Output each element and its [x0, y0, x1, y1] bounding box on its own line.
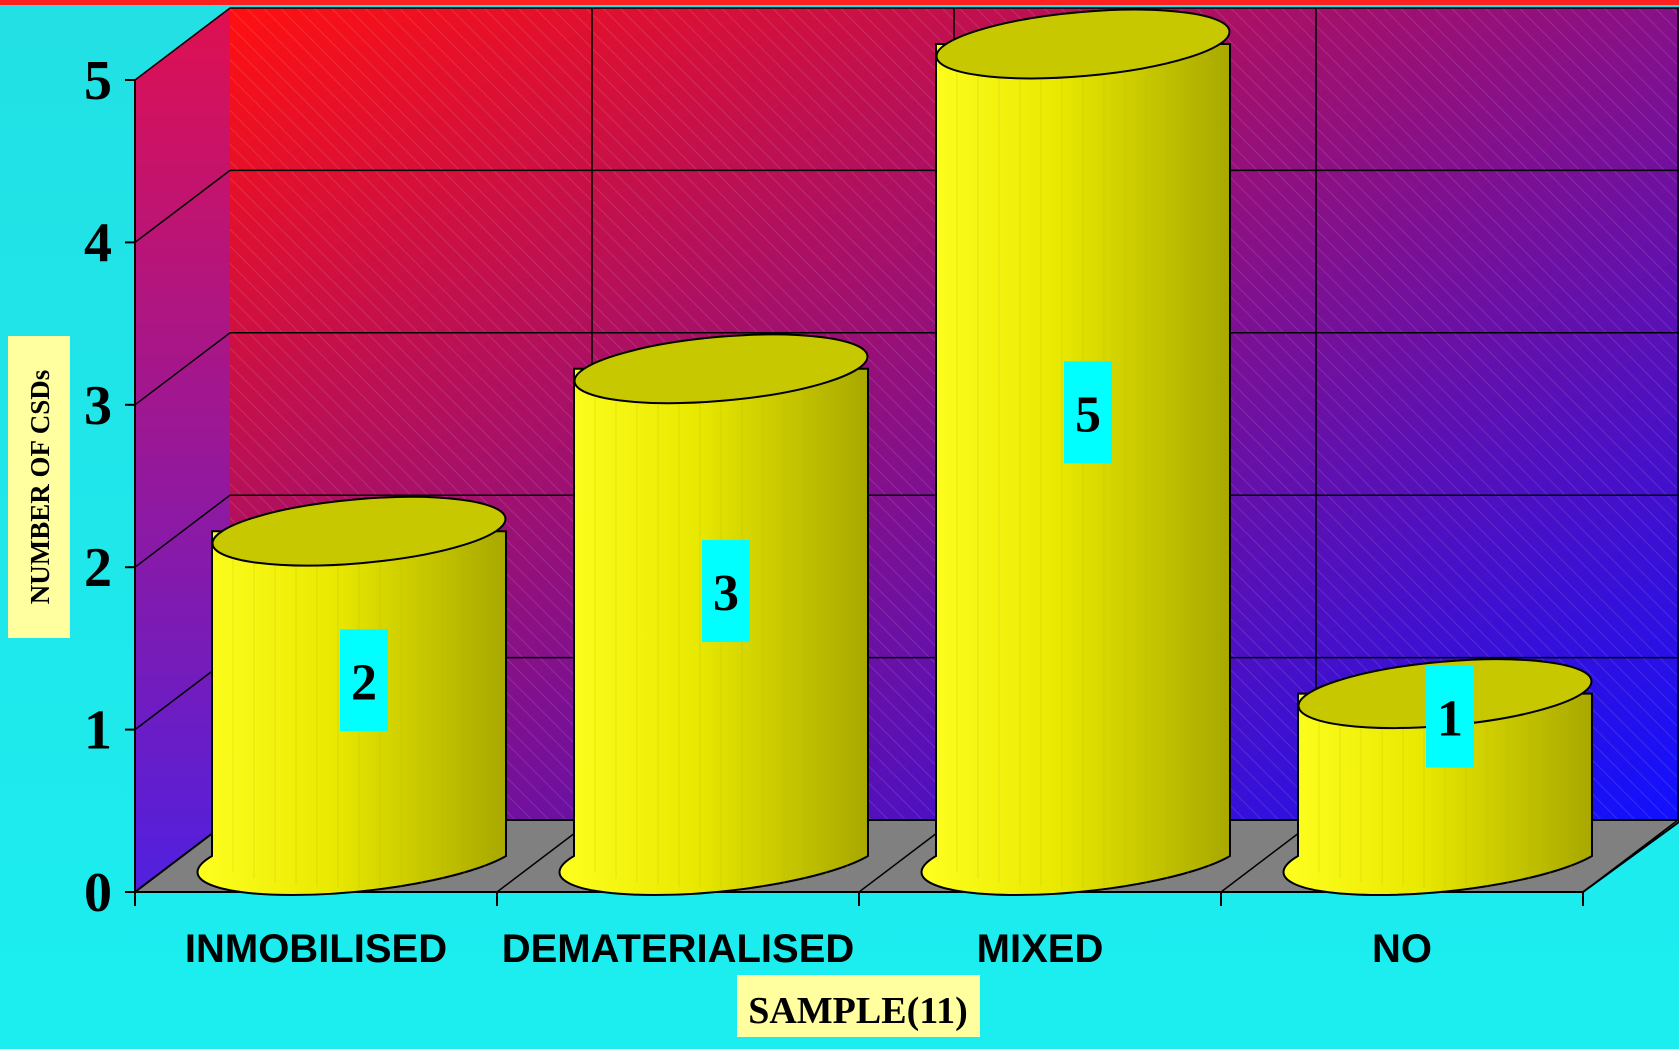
bars: 2 3 5 1	[196, 8, 1593, 897]
bar-cylinder: 1	[1282, 658, 1593, 897]
x-category-labels: INMOBILISED DEMATERIALISED MIXED NO	[185, 927, 1432, 971]
data-label-bg	[1426, 665, 1474, 768]
bar-body	[920, 43, 1231, 897]
y-axis-title-bg	[8, 336, 70, 638]
x-category-label: MIXED	[977, 927, 1104, 971]
data-label-bg	[340, 629, 388, 732]
gridline-side	[134, 494, 231, 568]
x-axis-title: SAMPLE(11)	[748, 990, 968, 1032]
bar-body	[1282, 692, 1593, 897]
data-label: 3	[713, 565, 739, 622]
y-tick-label: 5	[84, 50, 112, 112]
y-tick-label: 1	[84, 700, 112, 762]
bar-top	[211, 495, 507, 567]
gridline-side	[134, 332, 231, 406]
y-tick-label: 2	[84, 537, 112, 599]
data-label: 5	[1075, 386, 1101, 443]
data-label: 2	[351, 654, 377, 711]
y-tick-label: 4	[84, 212, 112, 274]
bar-cylinder: 2	[196, 495, 507, 897]
data-label-bg	[702, 540, 750, 643]
y-tick-labels: 0 1 2 3 4 5	[84, 50, 112, 924]
y-tick-label: 3	[84, 375, 112, 437]
top-rule	[0, 0, 1679, 5]
x-category-label: DEMATERIALISED	[502, 927, 855, 971]
x-category-label: NO	[1372, 927, 1432, 971]
data-label-bg	[1064, 361, 1112, 464]
floor-divider	[1582, 819, 1679, 893]
bar-top	[573, 333, 869, 405]
y-axis-title: NUMBER OF CSDs	[25, 370, 55, 605]
x-axis-title-bg	[737, 975, 980, 1037]
bar-cylinder: 5	[920, 8, 1231, 897]
x-category-label: INMOBILISED	[185, 927, 447, 971]
y-tick-label: 0	[84, 862, 112, 924]
side-wall	[135, 8, 230, 892]
gridline-side	[134, 7, 231, 81]
bar-cylinder: 3	[558, 333, 869, 897]
bar-top	[935, 8, 1231, 80]
gridline-side	[134, 169, 231, 243]
data-label: 1	[1437, 691, 1463, 748]
